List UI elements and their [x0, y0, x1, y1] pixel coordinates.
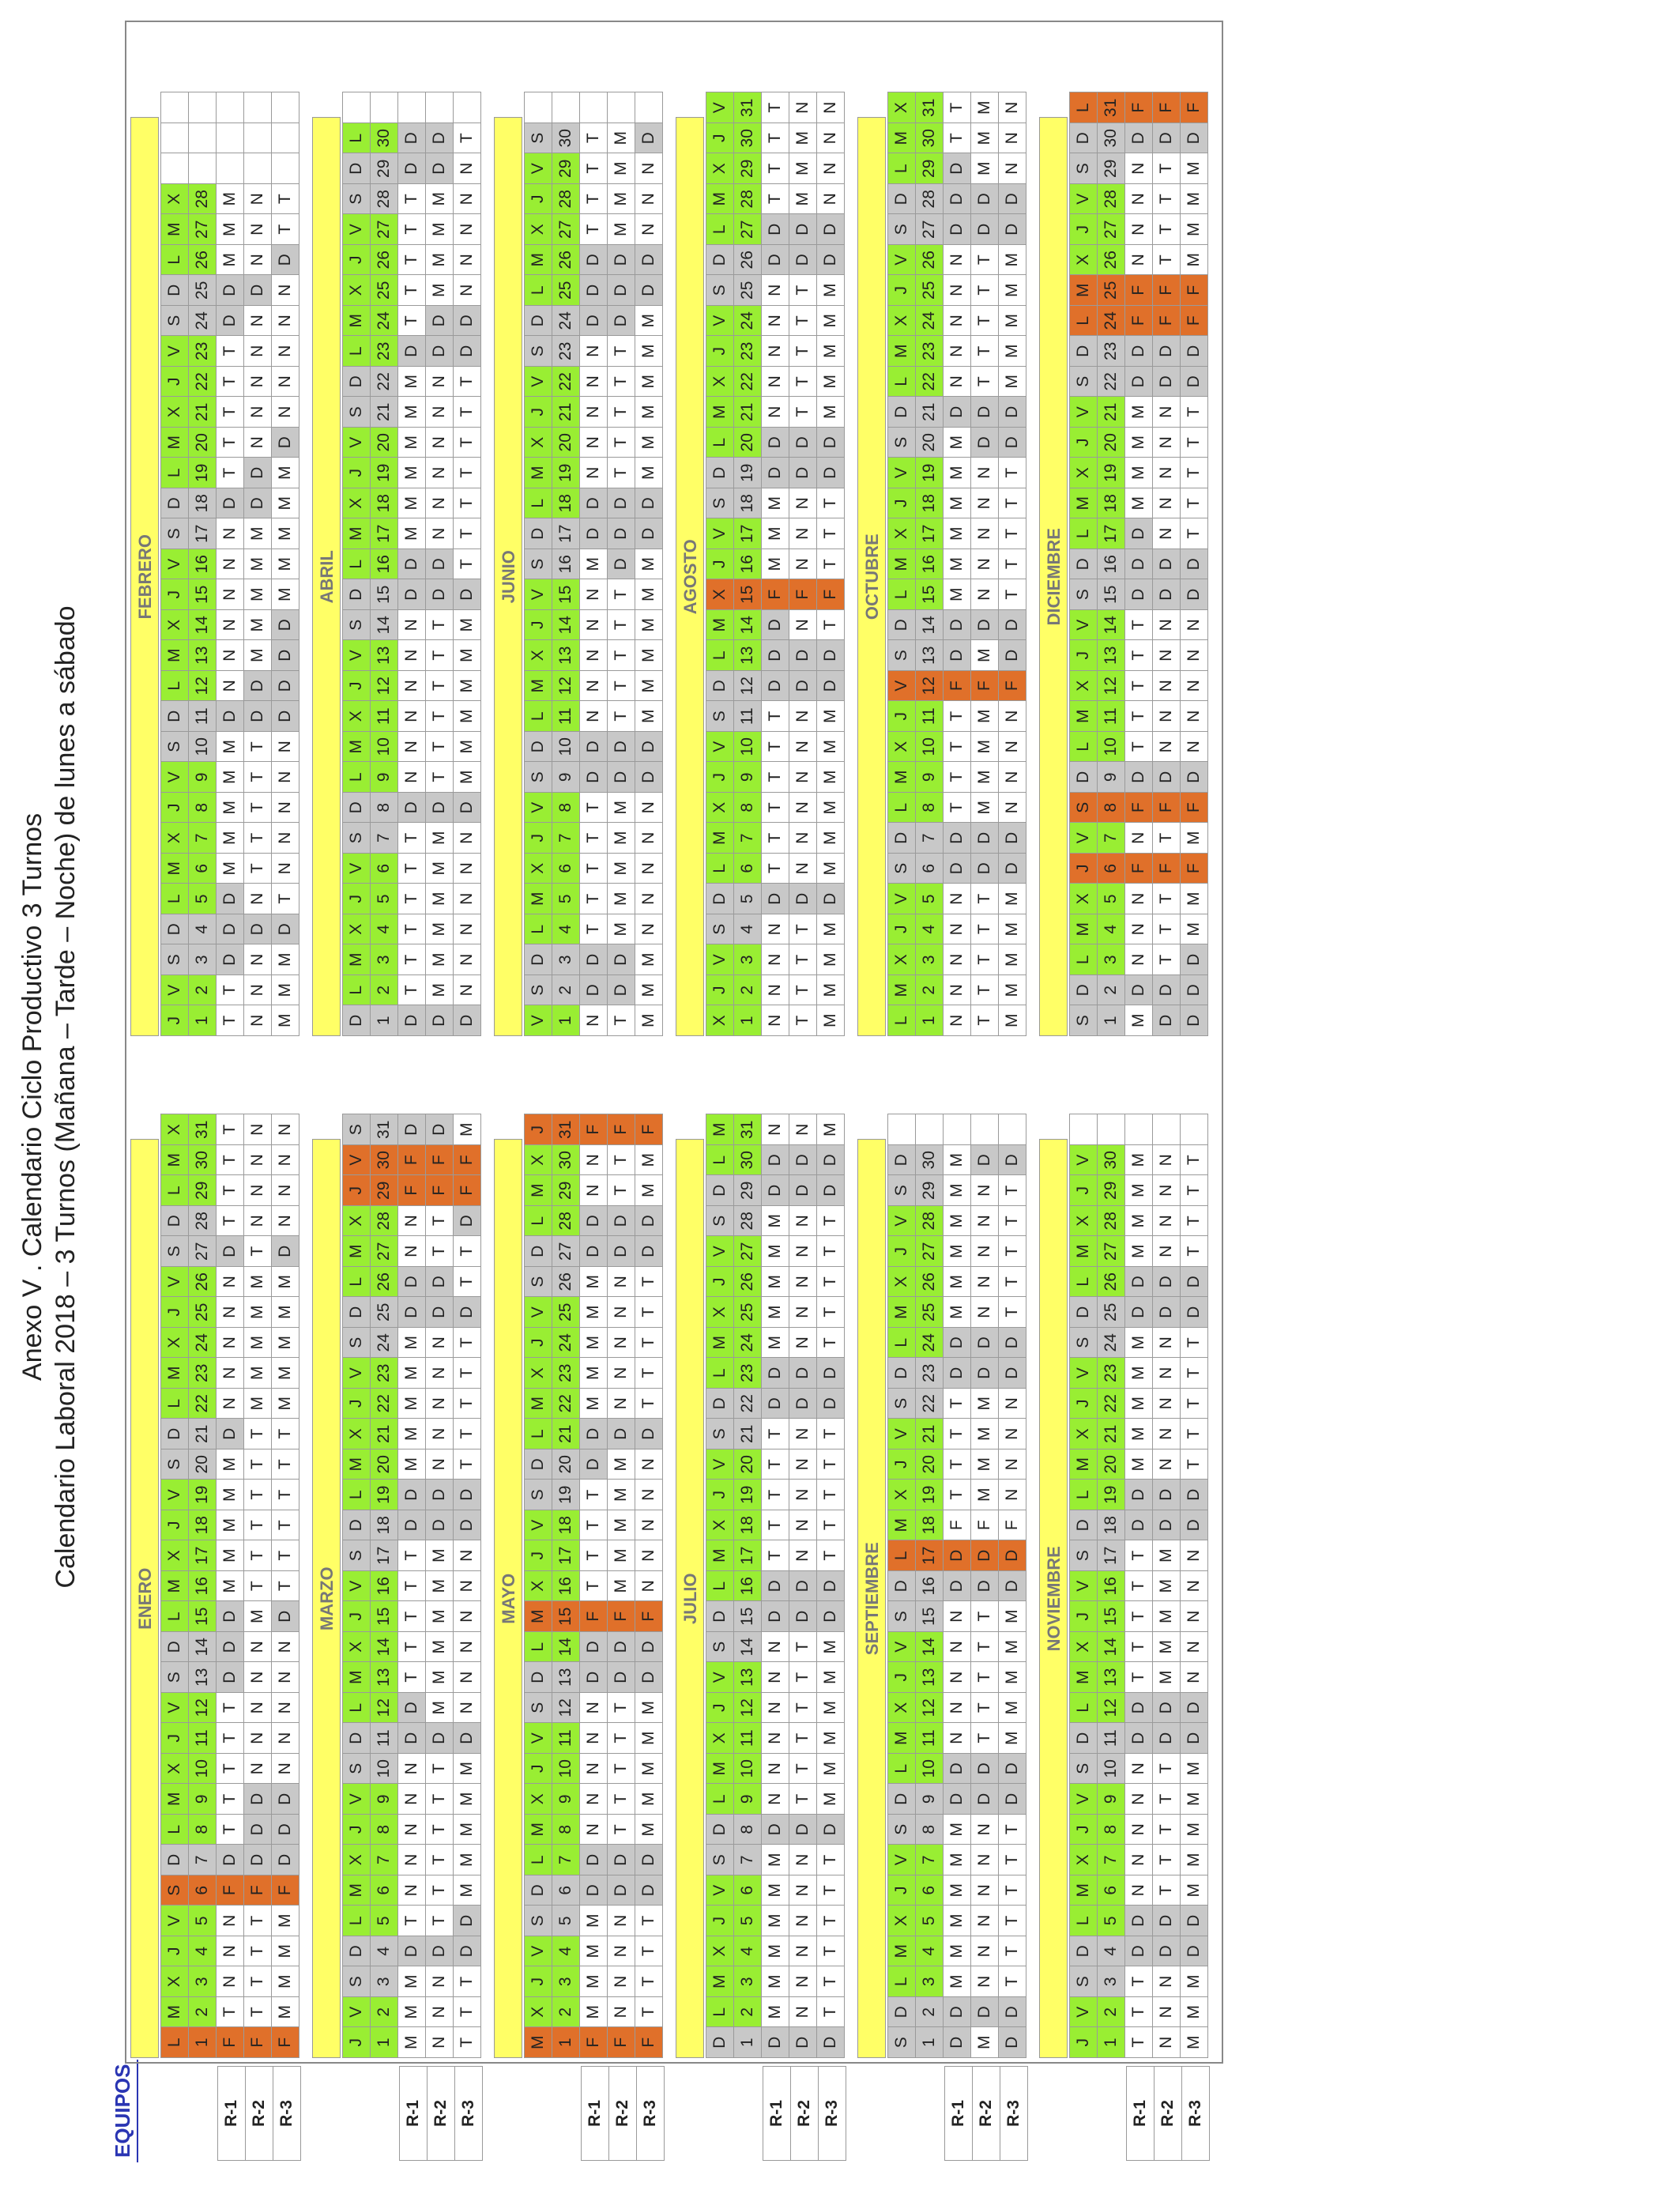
team-label: R-2: [245, 2066, 273, 2161]
team-label: R-1: [763, 2066, 791, 2161]
spacer: [524, 2067, 582, 2161]
team-labels: R-1 R-2 R-3: [887, 2066, 1028, 2161]
team-label: R-3: [636, 2066, 665, 2161]
team-label: R-2: [790, 2066, 819, 2161]
team-labels: R-1 R-2 R-3: [1069, 2066, 1210, 2161]
team-label: R-2: [972, 2066, 1000, 2161]
calendar-frame: [125, 21, 1223, 2064]
team-labels: R-1 R-2 R-3: [160, 2066, 301, 2161]
team-label: R-3: [454, 2066, 483, 2161]
team-label: R-1: [399, 2066, 428, 2161]
team-label: R-3: [1181, 2066, 1210, 2161]
team-labels: R-1 R-2 R-3: [524, 2066, 665, 2161]
spacer: [1069, 2067, 1127, 2161]
spacer: [160, 2067, 218, 2161]
team-label: R-3: [818, 2066, 846, 2161]
document-subtitle: Calendario Laboral 2018 – 3 Turnos (Maña…: [51, 605, 81, 1589]
team-label: R-1: [581, 2066, 609, 2161]
team-label: R-1: [1126, 2066, 1155, 2161]
team-labels: R-1 R-2 R-3: [706, 2066, 846, 2161]
spacer: [887, 2067, 945, 2161]
team-label: R-2: [1154, 2066, 1182, 2161]
team-label: R-1: [217, 2066, 246, 2161]
equipos-header: EQUIPOS: [109, 2059, 138, 2162]
spacer: [342, 2067, 400, 2161]
team-label: R-3: [1000, 2066, 1028, 2161]
team-labels: R-1 R-2 R-3: [342, 2066, 483, 2161]
team-label: R-1: [944, 2066, 973, 2161]
document-title: Anexo V . Calendario Ciclo Productivo 3 …: [17, 812, 47, 1382]
spacer: [706, 2067, 763, 2161]
team-label: R-3: [273, 2066, 301, 2161]
team-label: R-2: [608, 2066, 637, 2161]
team-label: R-2: [427, 2066, 455, 2161]
